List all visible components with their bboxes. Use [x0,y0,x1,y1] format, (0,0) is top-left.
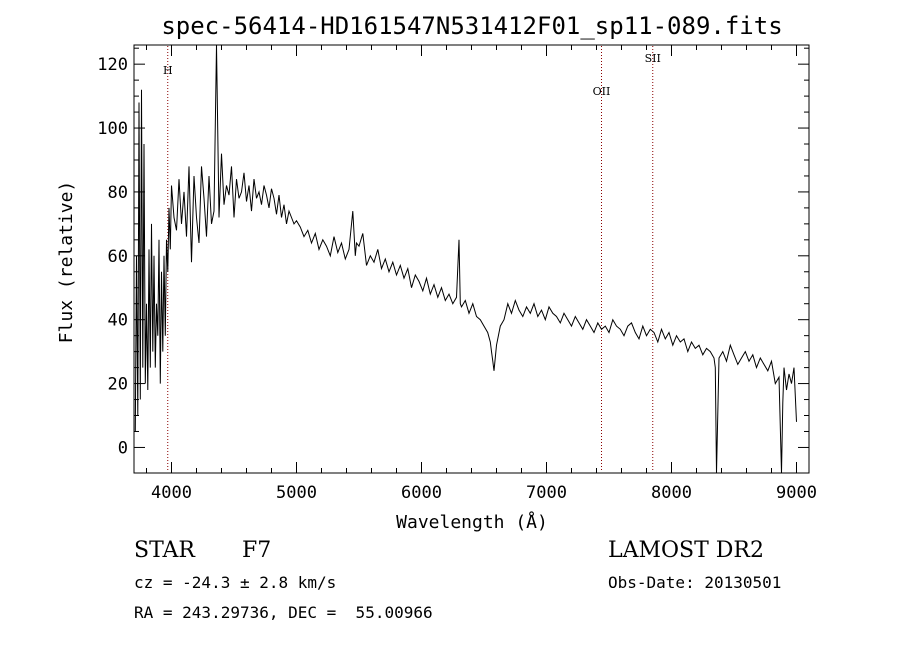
y-tick-label: 0 [118,438,128,458]
plot-frame [133,44,810,474]
series-line-0 [134,44,797,474]
chart-title: spec-56414-HD161547N531412F01_sp11-089.f… [161,12,782,40]
obs-date-readout: Obs-Date: 20130501 [608,573,782,592]
x-tick-label: 8000 [651,483,692,503]
y-tick-label: 40 [108,311,128,331]
y-tick-label: 60 [108,247,128,267]
series-group [134,44,797,474]
survey-label: LAMOST DR2 [608,538,764,563]
x-axis-label: Wavelength (Å) [396,511,548,533]
x-tick-label: 4000 [151,483,192,503]
y-tick-label: 80 [108,183,128,203]
y-axis-label: Flux (relative) [56,181,77,344]
y-axis: 0 20 40 60 80 100 120 [97,47,809,458]
subclass-label: F7 [242,538,272,563]
coordinates-readout: RA = 243.29736, DEC = 55.00966 [134,603,433,622]
x-tick-label: 6000 [401,483,442,503]
y-tick-label: 20 [108,375,128,395]
line-marker-label: SII [645,52,661,65]
x-axis: 4000 5000 6000 7000 8000 9000 [146,45,817,503]
line-marker-label: H [163,64,173,77]
x-tick-label: 7000 [526,483,567,503]
y-tick-label: 100 [97,119,128,139]
y-tick-label: 120 [97,55,128,75]
line-markers: H OII SII [163,46,661,472]
line-marker-label: OII [593,85,611,98]
x-tick-label: 9000 [776,483,817,503]
object-class-label: STAR [134,538,195,563]
redshift-readout: cz = -24.3 ± 2.8 km/s [134,573,337,592]
x-tick-label: 5000 [276,483,317,503]
